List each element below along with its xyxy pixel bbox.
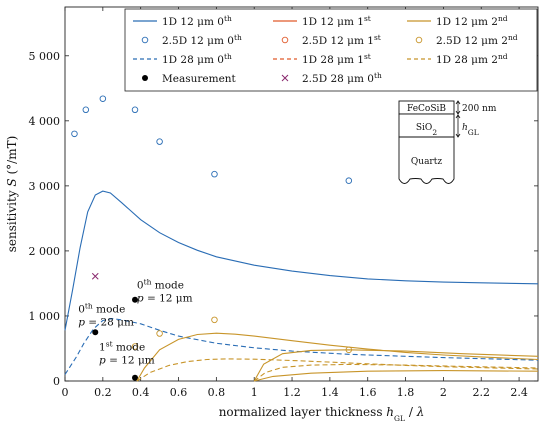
legend-swatch — [142, 75, 148, 81]
y-tick-label: 1 000 — [29, 310, 61, 323]
series-2-5d-12-m-0th-point — [211, 170, 218, 178]
legend-swatch — [281, 74, 289, 82]
x-tick-label: 0.2 — [94, 386, 112, 399]
inset-thickness-hgl: hGL — [462, 123, 479, 137]
x-tick-label: 1.4 — [321, 386, 339, 399]
x-tick-label: 2 — [440, 386, 447, 399]
x-axis-title: normalized layer thickness hGL / λ — [219, 405, 425, 423]
x-tick-label: 0.6 — [170, 386, 188, 399]
plot-frame — [64, 6, 539, 382]
legend-swatch — [415, 36, 423, 44]
axes: 0 0.2 0.4 0.6 0.8 1 1.2 1.4 1.6 1.8 2 2.2 2.4 0 1 000 2… — [5, 6, 539, 423]
series-2-5d-12-m-2nd-point — [131, 343, 139, 350]
legend-label: Measurement — [162, 73, 237, 85]
inset-thickness-200nm: 200 nm — [462, 104, 497, 114]
series-2-5d-12-m-0th-point — [82, 106, 90, 114]
x-tick-label: 1.8 — [397, 386, 415, 399]
inset-layer-quartz — [398, 136, 455, 184]
legend-label: 2.5D 12 μm 0th — [162, 33, 242, 48]
series-measurement-point — [132, 374, 139, 381]
y-tick-label: 5 000 — [29, 50, 61, 63]
y-tick-label: 4 000 — [29, 115, 61, 128]
x-tick-label: 2.2 — [472, 386, 490, 399]
y-tick-label: 2 000 — [29, 245, 61, 258]
legend-label: 2.5D 28 μm 0th — [302, 71, 382, 86]
series-2-5d-28-m-0th-point — [91, 272, 99, 280]
x-tick-label: 0.4 — [132, 386, 150, 399]
series-2-5d-12-m-0th-point — [345, 177, 353, 184]
y-tick-label: 3 000 — [29, 180, 61, 193]
series-2-5d-12-m-0th-point — [71, 130, 78, 138]
series-2-5d-12-m-0th-point — [156, 138, 163, 145]
inset-label-fecosib: FeCoSiB — [407, 104, 446, 114]
inset-label-quartz: Quartz — [411, 157, 442, 167]
series-1d-12-m-0th-line — [64, 190, 539, 331]
series-1d-12-m-2nd-upper-band-line — [253, 349, 539, 382]
legend-swatch — [281, 36, 289, 44]
series-1d-12-m-2nd-lower-band-line — [254, 370, 539, 382]
series-2-5d-12-m-0th-point — [131, 106, 139, 114]
legend-label: 1D 28 μm 0th — [162, 52, 232, 67]
x-tick-label: 1.2 — [283, 386, 301, 399]
series-1d-28-m-2nd-line — [136, 358, 539, 382]
y-tick-label: 0 — [53, 375, 60, 388]
legend-label: 1D 12 μm 2nd — [436, 14, 508, 29]
legend-label: 1D 12 μm 0th — [162, 14, 232, 29]
annotation-mode-2: 1st mode — [99, 339, 145, 354]
legend-swatch — [141, 36, 149, 44]
series-measurement-point — [132, 296, 139, 303]
series-1d-28-m-2nd-upper-band-line — [253, 363, 539, 382]
legend-box — [124, 8, 538, 92]
series-1d-12-m-2nd-line — [136, 332, 539, 382]
annotation-mode-0: 0th mode — [137, 277, 184, 292]
inset-arrow-200nm — [455, 100, 461, 115]
annotation-period-1: p = 28 μm — [78, 317, 134, 329]
series-2-5d-12-m-2nd-point — [156, 330, 163, 337]
series-2-5d-12-m-2nd-point — [211, 316, 218, 324]
series-layer — [64, 95, 539, 382]
y-axis-title: sensitivity S (°/mT) — [5, 136, 19, 253]
legend-label: 2.5D 12 μm 2nd — [436, 33, 518, 48]
series-2-5d-12-m-0th-point — [99, 95, 107, 102]
legend-label: 2.5D 12 μm 1st — [302, 33, 381, 48]
x-tick-label: 1 — [251, 386, 258, 399]
annotation-mode-1: 0th mode — [78, 301, 125, 316]
legend-label: 1D 28 μm 1st — [302, 52, 371, 67]
layer-stack-inset: FeCoSiB SiO2 Quartz 200 nm hGL — [398, 100, 497, 184]
inset-arrow-hgl — [455, 114, 461, 138]
annotation-period-2: p = 12 μm — [99, 354, 155, 366]
inset-label-sio2: SiO2 — [416, 123, 437, 137]
x-tick-label: 0.8 — [208, 386, 226, 399]
x-tick-label: 0 — [62, 386, 69, 399]
series-measurement-point — [92, 329, 99, 336]
annotation-period-0: p = 12 μm — [137, 293, 193, 305]
x-tick-label: 1.6 — [359, 386, 377, 399]
x-tick-label: 2.4 — [510, 386, 528, 399]
legend: 1D 12 μm 0th 1D 12 μm 1st 1D 12 μm 2nd 2.5D… — [124, 8, 538, 92]
legend-label: 1D 28 μm 2nd — [436, 52, 508, 67]
legend-label: 1D 12 μm 1st — [302, 14, 371, 29]
